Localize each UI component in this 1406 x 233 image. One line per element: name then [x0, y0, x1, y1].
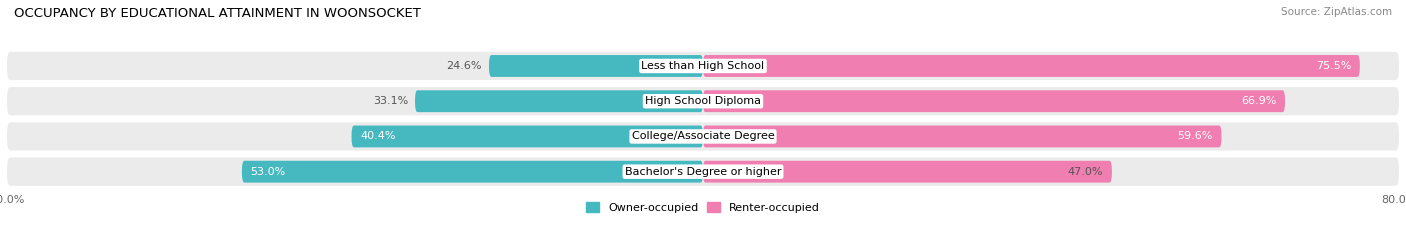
- FancyBboxPatch shape: [489, 55, 703, 77]
- FancyBboxPatch shape: [7, 87, 1399, 115]
- Text: Bachelor's Degree or higher: Bachelor's Degree or higher: [624, 167, 782, 177]
- Text: Source: ZipAtlas.com: Source: ZipAtlas.com: [1281, 7, 1392, 17]
- FancyBboxPatch shape: [7, 122, 1399, 151]
- FancyBboxPatch shape: [703, 90, 1285, 112]
- FancyBboxPatch shape: [7, 158, 1399, 186]
- Legend: Owner-occupied, Renter-occupied: Owner-occupied, Renter-occupied: [581, 198, 825, 217]
- Text: 66.9%: 66.9%: [1241, 96, 1277, 106]
- Text: 75.5%: 75.5%: [1316, 61, 1351, 71]
- FancyBboxPatch shape: [352, 126, 703, 147]
- Text: 59.6%: 59.6%: [1177, 131, 1213, 141]
- Text: 40.4%: 40.4%: [360, 131, 395, 141]
- FancyBboxPatch shape: [242, 161, 703, 183]
- Text: 53.0%: 53.0%: [250, 167, 285, 177]
- FancyBboxPatch shape: [415, 90, 703, 112]
- Text: 24.6%: 24.6%: [447, 61, 482, 71]
- Text: College/Associate Degree: College/Associate Degree: [631, 131, 775, 141]
- Text: 47.0%: 47.0%: [1067, 167, 1104, 177]
- Text: High School Diploma: High School Diploma: [645, 96, 761, 106]
- FancyBboxPatch shape: [703, 126, 1222, 147]
- Text: Less than High School: Less than High School: [641, 61, 765, 71]
- Text: 33.1%: 33.1%: [373, 96, 408, 106]
- FancyBboxPatch shape: [703, 161, 1112, 183]
- Text: OCCUPANCY BY EDUCATIONAL ATTAINMENT IN WOONSOCKET: OCCUPANCY BY EDUCATIONAL ATTAINMENT IN W…: [14, 7, 420, 20]
- FancyBboxPatch shape: [7, 52, 1399, 80]
- FancyBboxPatch shape: [703, 55, 1360, 77]
